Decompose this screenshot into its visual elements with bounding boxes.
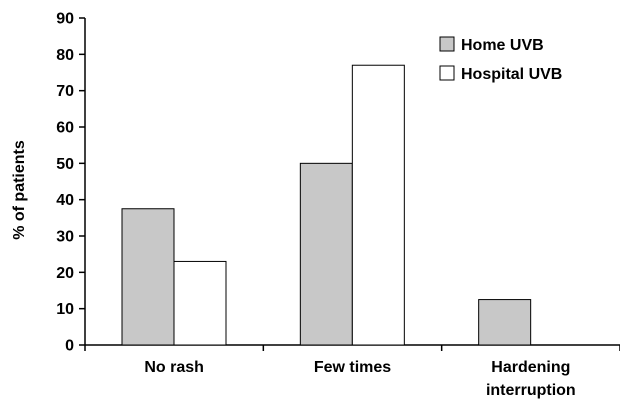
bar [478,299,532,346]
x-category-label: Hardening interruption [486,359,576,399]
x-category-label: Few times [314,359,391,376]
plot-area: 0 10 20 30 40 50 60 70 80 90 No rash Few times Harde… [56,11,620,399]
y-tick-label: 0 [65,338,74,355]
y-tick-label: 40 [56,192,74,209]
y-tick-label: 10 [56,301,74,318]
y-tick-label: 50 [56,156,74,173]
legend-label: Home UVB [461,37,544,54]
x-category-label: No rash [144,359,204,376]
bar [351,64,405,346]
bar [299,162,353,346]
y-tick-label: 80 [56,47,74,64]
bar [121,208,175,346]
y-axis-title: % of patients [11,140,28,240]
y-tick-label: 20 [56,265,74,282]
legend-swatch [439,36,455,52]
y-tick-label: 70 [56,83,74,100]
bar [173,260,227,346]
y-tick-label: 90 [56,11,74,28]
y-tick-label: 30 [56,229,74,246]
y-axis-title-group: % of patients [11,140,28,240]
y-tick-label: 60 [56,120,74,137]
legend-label: Hospital UVB [461,66,562,83]
legend-swatch [439,65,455,81]
legend: Home UVB Hospital UVB [439,36,562,83]
